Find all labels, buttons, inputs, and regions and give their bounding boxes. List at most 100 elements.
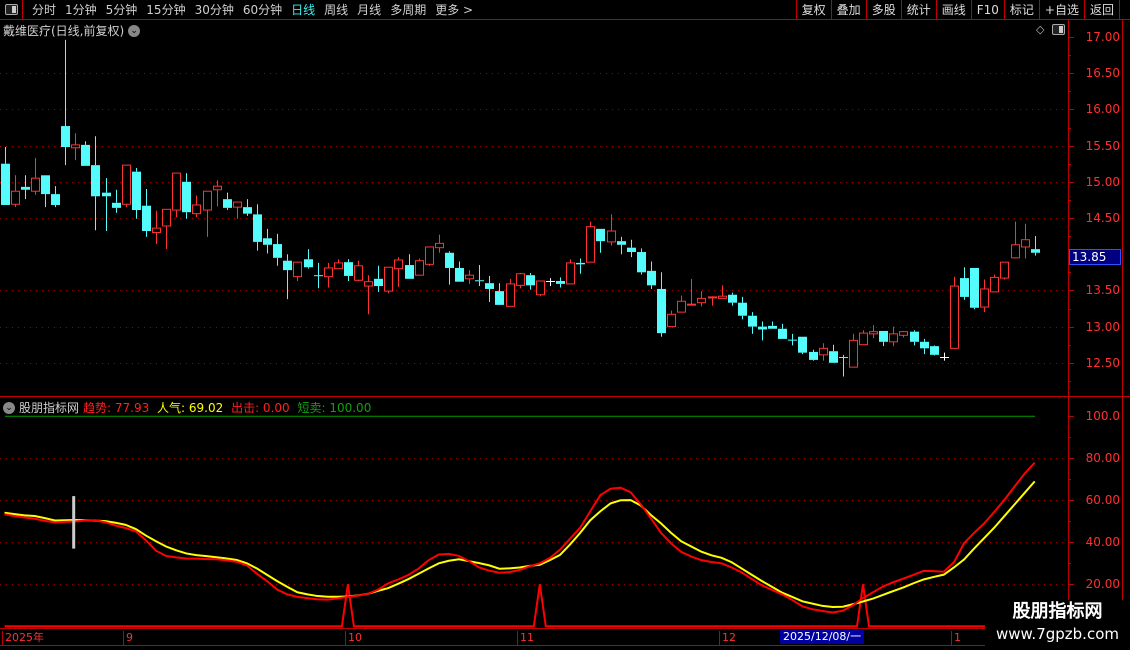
toolbar-button[interactable]: 返回 [1083,0,1120,20]
candle-body [1,163,10,205]
candle [970,267,979,310]
candle [445,251,454,285]
candle-body [657,288,666,334]
candle-body [172,172,181,211]
date-label: 11 [517,631,534,645]
candle-body [869,331,878,335]
candle [192,195,201,218]
period-tab[interactable]: 5分钟 [105,3,138,17]
toolbar-button[interactable]: 复权 [795,0,831,20]
candle [425,246,434,266]
candle-body [839,357,848,359]
candle-body [122,164,131,205]
price-tick-label: 16.50 [1085,66,1120,81]
candle-body [41,175,50,195]
candle-body [102,192,111,197]
period-tab[interactable]: 多周期 [390,3,427,17]
diamond-icon[interactable]: ◇ [1036,23,1045,36]
candle [768,321,777,329]
candle [819,343,828,361]
period-tab[interactable]: 30分钟 [194,3,234,17]
candle-body [354,265,363,281]
period-tab[interactable]: 1分钟 [65,3,97,17]
price-tick-label: 16.00 [1085,102,1120,117]
period-tab[interactable]: 60分钟 [242,3,283,17]
price-tick-label: 13.00 [1085,319,1120,334]
toolbar-buttons: 复权 叠加 多股 统计 画线 F10 标记 +自选 返回 [795,0,1120,20]
candle [607,214,616,246]
candle-body [920,341,929,349]
indicator-lines [4,415,1036,628]
candle [41,175,50,208]
candle-body [798,336,807,353]
toolbar-button[interactable]: 多股 [865,0,901,20]
candle-body [889,333,898,343]
stock-title-text: 戴维医疗(日线,前复权) [3,24,125,38]
candle [152,210,161,245]
candle [809,349,818,361]
candle [980,279,989,313]
candle-body [829,351,838,363]
candle [364,275,373,315]
candle [253,204,262,251]
candle-body [667,313,676,328]
indicator-tick-label: 40.00 [1085,535,1120,550]
toolbar-button[interactable]: 统计 [900,0,936,20]
candle-body [930,346,939,355]
chevron-down-icon[interactable]: ⌄ [128,24,141,37]
current-price-label: 13.85 [1069,249,1121,265]
cursor-date-label: 2025/12/08/一 [780,630,865,644]
chart-frame [0,20,1130,646]
period-tab[interactable]: 更多 > [435,3,474,17]
candle [546,278,555,287]
candle [455,261,464,282]
candle-body [81,144,90,166]
candle [354,260,363,281]
chevron-down-icon[interactable]: ⌄ [3,401,15,414]
candle [829,344,838,363]
candle-body [91,165,100,197]
panel-toggle-icon[interactable] [1052,24,1066,35]
candle [526,273,535,290]
period-tab[interactable]: 周线 [324,3,349,17]
period-tab[interactable]: 月线 [357,3,382,17]
candle [950,276,959,349]
candle [415,258,424,276]
candle-body [859,332,868,346]
candle-body [273,244,282,258]
toolbar-button[interactable]: F10 [970,0,1004,20]
stock-title[interactable]: 戴维医疗(日线,前复权) ⌄ [3,22,141,39]
candle [778,323,787,339]
candle [324,262,333,288]
candle [687,278,696,306]
candle-body [586,226,595,263]
candle [738,296,747,320]
candle-body [637,252,646,273]
period-tab[interactable]: 15分钟 [146,3,186,17]
candle [1011,221,1020,259]
period-tab[interactable]: 分时 [32,3,57,17]
indicator-tick-label: 20.00 [1085,577,1120,592]
toolbar-button[interactable]: 画线 [935,0,971,20]
toolbar-button[interactable]: 叠加 [830,0,866,20]
candle [516,273,525,289]
candle [91,136,100,231]
candle-body [677,300,686,313]
candle [203,190,212,237]
toolbar-button[interactable]: 标记 [1003,0,1039,20]
candle [536,280,545,297]
toolbar-button[interactable]: +自选 [1038,0,1084,20]
candle-body [314,275,323,277]
period-tab[interactable]: 日线 [291,3,316,17]
indicator-name[interactable]: 股朋指标网 [19,401,80,415]
candle-body [1031,249,1040,253]
sidebar-toggle-button[interactable] [0,0,23,20]
candle-body [718,295,727,299]
candle-body [374,278,383,287]
candle [667,310,676,328]
candle [435,234,444,253]
candle-body [192,204,201,215]
candle-body [213,185,222,191]
candle [637,248,646,275]
